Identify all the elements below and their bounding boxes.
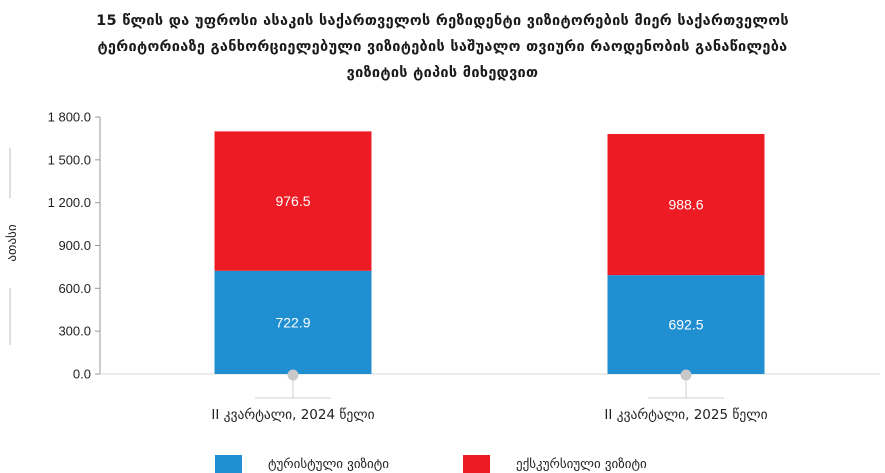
bar-excursion-2 [607,133,765,276]
category-marker-dot [287,369,299,381]
legend-swatch-tourist [215,455,242,473]
y-tick-label: 300.0 [58,324,91,339]
data-label-excursion-1: 976.5 [275,193,310,209]
legend-item-excursion: ექსკურსიული ვიზიტი [463,455,647,473]
bar-tourist-2 [607,275,765,374]
chart-title-line-2: ტერიტორიაზე განხორციელებული ვიზიტების სა… [97,39,788,55]
bar-tourist-1 [214,270,372,374]
bar-excursion-1 [214,131,372,271]
legend-swatch-excursion [463,455,490,473]
y-tick-label: 1 200.0 [48,195,91,210]
chart-title: 15 წლის და უფროსი ასაკის საქართველოს რეზ… [0,8,885,86]
legend-label-excursion: ექსკურსიული ვიზიტი [516,456,647,472]
y-tick-label: 0.0 [73,367,91,382]
bars: 722.9 976.5 692.5 988.6 [214,131,765,374]
y-tick-label: 1 500.0 [48,152,91,167]
y-tick-label: 600.0 [58,281,91,296]
y-tick-label: 900.0 [58,238,91,253]
legend: ტურისტული ვიზიტი ექსკურსიული ვიზიტი [0,455,885,473]
y-axis-label: ათასი [5,224,20,261]
data-label-excursion-2: 988.6 [668,197,703,213]
category-label-2: II კვარტალი, 2025 წელი [604,406,767,423]
data-label-tourist-2: 692.5 [668,317,703,333]
data-label-tourist-1: 722.9 [275,314,310,330]
y-tick-label: 1 800.0 [48,110,91,125]
category-marker-dot [680,369,692,381]
category-labels: II კვარტალი, 2024 წელი II კვარტალი, 2025 … [211,369,768,423]
legend-item-tourist: ტურისტული ვიზიტი [215,455,389,473]
y-axis-label-group: ათასი [5,148,20,345]
category-label-1: II კვარტალი, 2024 წელი [211,406,374,423]
chart-title-line-1: 15 წლის და უფროსი ასაკის საქართველოს რეზ… [96,13,789,29]
chart-title-line-3: ვიზიტის ტიპის მიხედვით [346,65,539,81]
legend-label-tourist: ტურისტული ვიზიტი [268,456,390,472]
